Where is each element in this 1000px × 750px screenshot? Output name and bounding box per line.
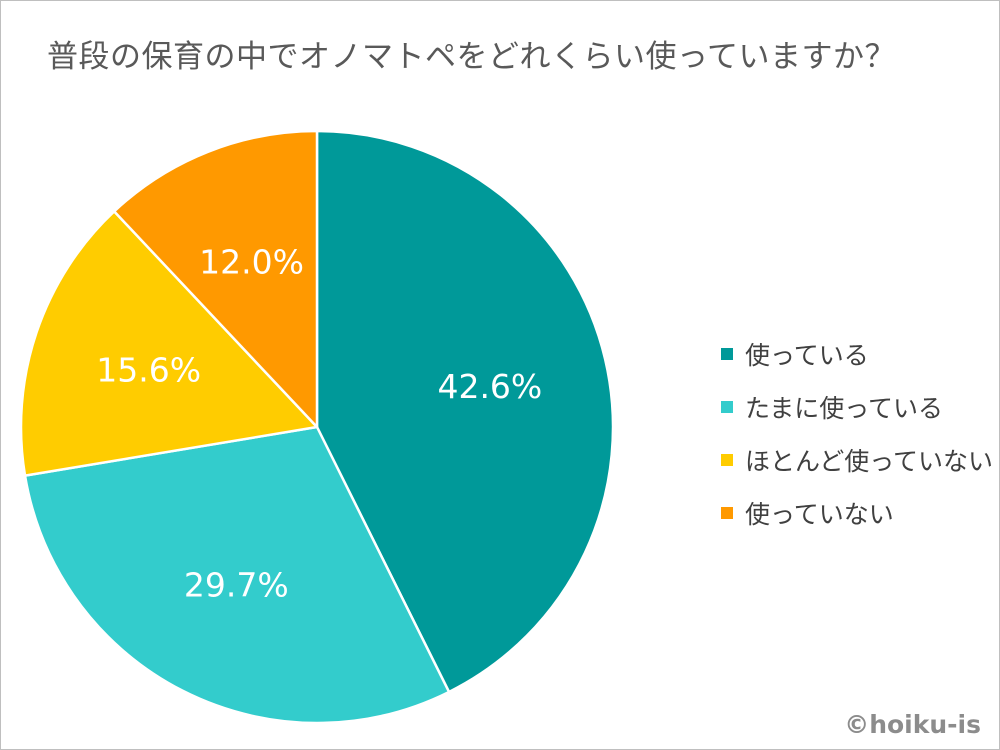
legend-label: 使っていない <box>745 499 894 529</box>
legend-item-1: 使っている <box>721 327 993 380</box>
data-label-3: 15.6% <box>96 351 201 390</box>
legend-label: 使っている <box>745 340 869 370</box>
legend-swatch <box>721 400 733 413</box>
legend-swatch <box>721 506 733 519</box>
legend: 使っているたまに使っているほとんど使っていない 使っていない <box>721 327 993 539</box>
pie-slice-4 <box>112 129 319 429</box>
pie-slices <box>19 129 615 725</box>
pie-data-labels: 42.6% 29.7% 15.6% 12.0% <box>96 242 542 604</box>
pie-slice-2 <box>23 425 451 725</box>
legend-item-4: 使っていない <box>721 486 993 539</box>
data-label-1: 42.6% <box>437 367 542 406</box>
legend-label: ほとんど使っていない <box>745 446 994 476</box>
pie-slice-3 <box>19 210 319 477</box>
credit-text: ©hoiku-is <box>844 710 981 739</box>
legend-swatch <box>721 453 733 466</box>
legend-item-3: ほとんど使っていない <box>721 433 993 486</box>
data-label-4: 12.0% <box>199 242 304 281</box>
chart-title: 普段の保育の中でオノマトペをどれくらい使っていますか？ <box>47 39 896 75</box>
legend-swatch <box>721 347 733 360</box>
pie-slice-1 <box>315 129 615 694</box>
legend-label: たまに使っている <box>745 393 944 423</box>
legend-item-2: たまに使っている <box>721 380 993 433</box>
data-label-2: 29.7% <box>184 566 289 605</box>
